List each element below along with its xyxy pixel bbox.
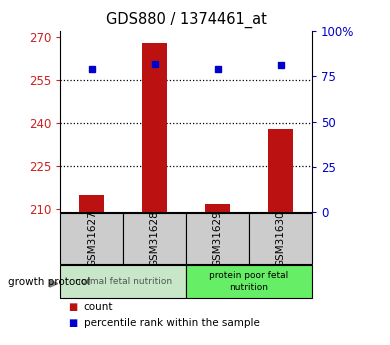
Bar (186, 213, 249, 264)
Title: GDS880 / 1374461_at: GDS880 / 1374461_at (106, 12, 267, 28)
Bar (60, 213, 123, 264)
Bar (205, 204, 230, 212)
Text: ■: ■ (68, 302, 78, 312)
Text: normal fetal nutrition: normal fetal nutrition (75, 277, 172, 286)
Bar (268, 129, 293, 212)
Text: percentile rank within the sample: percentile rank within the sample (84, 318, 260, 327)
Polygon shape (50, 280, 58, 287)
Bar (60, 265, 186, 298)
Bar (186, 265, 312, 298)
Text: GSM31628: GSM31628 (150, 210, 160, 267)
Bar (249, 213, 312, 264)
Text: count: count (84, 302, 113, 312)
Text: protein poor fetal
nutrition: protein poor fetal nutrition (209, 272, 289, 292)
Text: GSM31629: GSM31629 (213, 210, 223, 267)
Text: GSM31627: GSM31627 (87, 210, 97, 267)
Text: growth protocol: growth protocol (8, 277, 90, 287)
Text: ■: ■ (68, 318, 78, 327)
Text: GSM31630: GSM31630 (276, 210, 285, 267)
Bar (123, 213, 186, 264)
Bar (79, 195, 105, 212)
Bar (142, 42, 167, 212)
